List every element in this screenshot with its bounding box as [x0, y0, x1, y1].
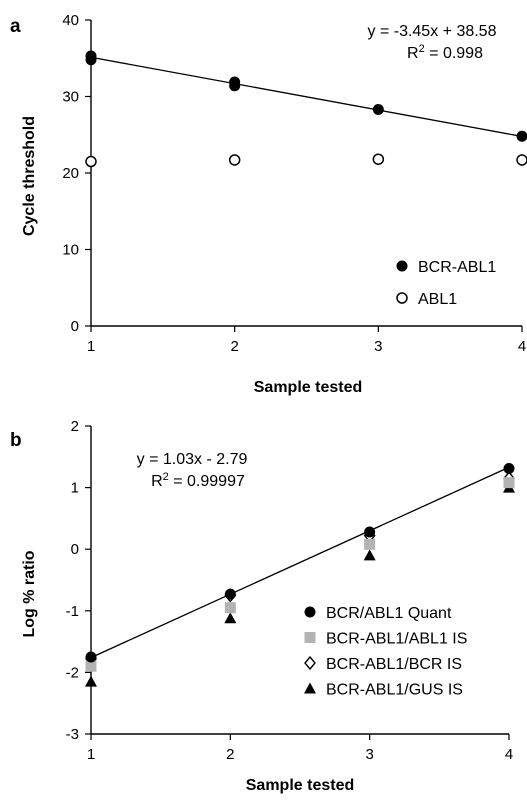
panel-a-legend-label: BCR-ABL1: [418, 259, 496, 276]
panel-b-fit-line: [90, 466, 510, 659]
panel-b-point: [224, 602, 236, 614]
panel-b-x-tick-label: 3: [365, 746, 373, 763]
panel-b-ylabel: Log % ratio: [21, 550, 38, 637]
panel-b-r2-value: = 0.99997: [169, 473, 245, 490]
panel-a-equation: y = -3.45x + 38.58: [368, 23, 497, 40]
panel-b-y-tick-label: 0: [71, 541, 79, 558]
panel-a-x-tick-label: 4: [518, 338, 526, 355]
panel-a-point: [372, 104, 384, 116]
panel-b-point: [503, 477, 515, 489]
panel-a-point: [229, 80, 241, 92]
panel-a-plot: 0 10 20 30 40 1 2 3 4 BCR-ABL1 ABL1: [62, 12, 527, 355]
panel-b-x-tick-label: 2: [226, 746, 234, 763]
panel-b-legend-marker: [304, 655, 316, 671]
panel-a-y-tick-label: 20: [62, 165, 79, 182]
panel-a-x-tick-label: 3: [374, 338, 382, 355]
panel-b-legend-label: BCR/ABL1 Quant: [326, 605, 452, 622]
panel-b-xlabel: Sample tested: [246, 777, 354, 794]
panel-b-r2-sup: 2: [163, 471, 169, 483]
panel-a-legend-marker: [396, 260, 408, 272]
panel-b-legend-marker: [304, 606, 316, 618]
panel-b-point: [85, 660, 97, 672]
panel-a-point: [85, 54, 97, 66]
panel-b-y-tick-label: 1: [71, 480, 79, 497]
panel-a-x-tick-label: 1: [87, 338, 95, 355]
panel-b-equation: y = 1.03x - 2.79: [137, 451, 248, 468]
panel-b-r2-prefix: R: [151, 473, 163, 490]
panel-b-point: [503, 463, 515, 475]
panel-a-point: [228, 154, 241, 166]
panel-b-y-tick-label: -2: [66, 664, 79, 681]
panel-a-r2-prefix: R: [407, 45, 419, 62]
panel-a-letter: a: [10, 16, 21, 37]
panel-b-legend-label: BCR-ABL1/ABL1 IS: [326, 631, 467, 648]
panel-a-point: [372, 153, 385, 165]
panel-b-r-squared: R2 = 0.99997: [151, 471, 245, 490]
panel-b: b Sample tested Log % ratio y = 1.03x - …: [10, 430, 354, 794]
panel-a-r2-value: = 0.998: [425, 45, 483, 62]
panel-b-legend-label: BCR-ABL1/BCR IS: [326, 656, 462, 673]
panel-a-point: [516, 154, 527, 166]
panel-b-point: [364, 538, 376, 550]
panel-a-r2-sup: 2: [419, 43, 425, 55]
panel-a-x-tick-label: 2: [230, 338, 238, 355]
panel-a-point: [516, 130, 527, 142]
panel-a-y-tick-label: 10: [62, 242, 79, 259]
panel-a-xlabel: Sample tested: [254, 379, 362, 396]
panel-b-y-tick-label: -3: [66, 726, 79, 743]
panel-b-x-tick-label: 4: [505, 746, 513, 763]
panel-b-point: [224, 588, 236, 600]
panel-b-legend-label: BCR-ABL1/GUS IS: [326, 682, 463, 699]
panel-b-x-tick-label: 1: [87, 746, 95, 763]
panel-b-point: [85, 675, 97, 687]
panel-b-point: [85, 651, 97, 663]
panel-b-point: [363, 549, 376, 561]
panel-a-ylabel: Cycle threshold: [21, 116, 38, 236]
panel-b-legend-marker: [304, 682, 316, 694]
panel-a-fit-line: [90, 56, 523, 138]
panel-b-y-tick-label: -1: [66, 603, 79, 620]
panel-b-legend-marker: [304, 632, 316, 643]
panel-b-point: [364, 526, 376, 538]
panel-b-plot: -3 -2 -1 0 1 2 1 2 3 4 BCR/ABL1 Quant BCR-ABL1/ABL1…: [66, 418, 515, 763]
panel-a-y-tick-label: 40: [62, 12, 79, 29]
panel-b-y-tick-label: 2: [71, 418, 79, 435]
panel-a-y-tick-label: 0: [71, 318, 79, 335]
panel-a-r-squared: R2 = 0.998: [407, 43, 483, 62]
panel-b-letter: b: [10, 430, 22, 451]
panel-a-legend-marker: [396, 292, 408, 304]
panel-a-legend-label: ABL1: [418, 291, 457, 308]
panel-b-point: [224, 612, 237, 624]
panel-a-y-tick-label: 30: [62, 89, 79, 106]
panel-a-point: [85, 155, 97, 168]
panel-a: a Sample tested Cycle threshold y = -3.4…: [10, 16, 497, 396]
